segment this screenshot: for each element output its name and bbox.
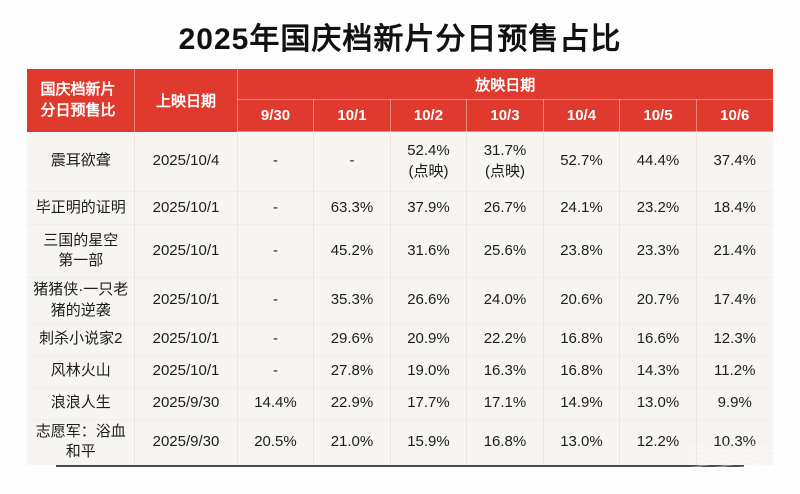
presale-value-cell: 12.3% xyxy=(695,323,773,356)
presale-value-cell: 44.4% xyxy=(618,131,697,192)
presale-value-cell: - xyxy=(236,323,314,356)
film-name-cell: 毕正明的证明 xyxy=(27,191,135,225)
presale-value-cell: 31.7% (点映) xyxy=(465,131,544,192)
table-header: 国庆档新片 分日预售比 上映日期 放映日期 9/30 10/1 10/2 10/3 10… xyxy=(27,69,773,132)
column-header-film: 国庆档新片 分日预售比 xyxy=(27,69,135,132)
presale-value-cell: - xyxy=(236,191,314,225)
presale-value-cell: 24.1% xyxy=(542,191,620,225)
column-header-release-date: 上映日期 xyxy=(133,69,238,132)
presale-value-cell: 27.8% xyxy=(312,355,391,388)
presale-value-cell: 15.9% xyxy=(389,419,467,465)
release-date-cell: 2025/10/4 xyxy=(133,131,238,192)
date-column-header: 10/6 xyxy=(695,99,773,132)
date-column-header: 10/1 xyxy=(312,99,391,132)
presale-value-cell: 13.0% xyxy=(542,419,620,465)
column-header-screening-date: 放映日期 xyxy=(236,69,773,100)
date-header-row: 9/30 10/1 10/2 10/3 10/4 10/5 10/6 xyxy=(27,99,773,132)
table-row: 刺杀小说家2 2025/10/1-29.6% 20.9% 22.2% 16.8% 16.6… xyxy=(27,323,773,356)
release-date-cell: 2025/10/1 xyxy=(133,191,238,225)
film-name-cell: 刺杀小说家2 xyxy=(27,323,135,356)
presale-value-cell: - xyxy=(312,131,391,192)
presale-value-cell: - xyxy=(236,355,314,388)
table-body: 震耳欲聋 2025/10/4- -52.4% (点映) 31.7% (点映) 52.7%… xyxy=(27,131,773,465)
presale-value-cell: 16.6% xyxy=(618,323,697,356)
presale-value-cell: 35.3% xyxy=(312,277,391,324)
presale-value-cell: 16.8% xyxy=(465,419,544,465)
presale-value-cell: 17.1% xyxy=(465,387,544,420)
bottom-divider xyxy=(56,464,744,467)
table-row: 猪猪侠·一只老 猪的逆袭 2025/10/1-35.3% 26.6% 24.0% 20.… xyxy=(27,277,773,324)
presale-value-cell: 26.6% xyxy=(389,277,467,324)
presale-value-cell: 22.9% xyxy=(312,387,391,420)
table-row: 风林火山 2025/10/1-27.8% 19.0% 16.3% 16.8% 14.3% 1… xyxy=(27,355,773,388)
presale-value-cell: 9.9% xyxy=(695,387,773,420)
presale-value-cell: - xyxy=(236,277,314,324)
date-column-header: 9/30 xyxy=(237,99,314,132)
film-name-cell: 震耳欲聋 xyxy=(27,131,135,192)
presale-value-cell: 25.6% xyxy=(465,224,544,278)
presale-value-cell: 23.3% xyxy=(618,224,697,278)
presale-value-cell: 29.6% xyxy=(312,323,391,356)
film-name-cell: 浪浪人生 xyxy=(27,387,135,420)
release-date-cell: 2025/9/30 xyxy=(133,419,238,465)
presale-value-cell: 18.4% xyxy=(695,191,773,225)
table-row: 三国的星空 第一部 2025/10/1-45.2% 31.6% 25.6% 23.8% 2… xyxy=(27,224,773,278)
presale-value-cell: 13.0% xyxy=(618,387,697,420)
date-column-header: 10/2 xyxy=(389,99,467,132)
table-row: 浪浪人生 2025/9/30 14.4% 22.9% 17.7% 17.1% 14.9% 13… xyxy=(27,387,773,420)
release-date-cell: 2025/10/1 xyxy=(133,277,238,324)
header-row-top: 国庆档新片 分日预售比 上映日期 放映日期 xyxy=(27,69,773,132)
presale-value-cell: 31.6% xyxy=(389,224,467,278)
presale-value-cell: 17.4% xyxy=(695,277,773,324)
presale-value-cell: 17.7% xyxy=(389,387,467,420)
presale-value-cell: 20.7% xyxy=(618,277,697,324)
presale-value-cell: 11.2% xyxy=(695,355,773,388)
presale-value-cell: 14.9% xyxy=(542,387,620,420)
presale-value-cell: 45.2% xyxy=(312,224,391,278)
presale-value-cell: 20.9% xyxy=(389,323,467,356)
page-title: 2025年国庆档新片分日预售占比 xyxy=(178,23,622,56)
presale-value-cell: 20.5% xyxy=(236,419,314,465)
presale-value-cell: 24.0% xyxy=(465,277,544,324)
release-date-cell: 2025/10/1 xyxy=(133,323,238,356)
date-column-header: 10/4 xyxy=(542,99,620,132)
date-column-header: 10/3 xyxy=(465,99,544,132)
presale-value-cell: 23.2% xyxy=(618,191,697,225)
presale-value-cell: 63.3% xyxy=(312,191,391,225)
presale-value-cell: 10.3% xyxy=(695,419,773,465)
table-row: 志愿军：浴血 和平 2025/9/30 20.5% 21.0% 15.9% 16.8% 13… xyxy=(27,419,773,465)
presale-value-cell: 12.2% xyxy=(618,419,697,465)
film-name-cell: 三国的星空 第一部 xyxy=(27,224,135,278)
presale-value-cell: 14.4% xyxy=(236,387,314,420)
presale-value-cell: 37.4% xyxy=(695,131,773,192)
presale-value-cell: 21.0% xyxy=(312,419,391,465)
presale-value-cell: 16.3% xyxy=(465,355,544,388)
film-name-cell: 志愿军：浴血 和平 xyxy=(27,419,135,465)
release-date-cell: 2025/10/1 xyxy=(133,355,238,388)
presale-value-cell: 52.4% (点映) xyxy=(389,131,467,192)
table-row: 毕正明的证明 2025/10/1-63.3% 37.9% 26.7% 24.1% 23.2… xyxy=(27,191,773,225)
presale-value-cell: 16.8% xyxy=(542,323,620,356)
film-name-cell: 猪猪侠·一只老 猪的逆袭 xyxy=(27,277,135,324)
presale-value-cell: - xyxy=(236,224,314,278)
presale-table: 国庆档新片 分日预售比 上映日期 放映日期 9/30 10/1 10/2 10/3 10… xyxy=(27,69,773,465)
presale-infographic: 2025年国庆档新片分日预售占比 国庆档新片 分日预售比 上映日期 放映日期 9… xyxy=(0,14,800,470)
presale-value-cell: - xyxy=(236,131,314,192)
release-date-cell: 2025/10/1 xyxy=(133,224,238,278)
date-column-header: 10/5 xyxy=(618,99,697,132)
release-date-cell: 2025/9/30 xyxy=(133,387,238,420)
presale-value-cell: 16.8% xyxy=(542,355,620,388)
film-name-cell: 风林火山 xyxy=(27,355,135,388)
presale-value-cell: 22.2% xyxy=(465,323,544,356)
presale-value-cell: 26.7% xyxy=(465,191,544,225)
presale-value-cell: 23.8% xyxy=(542,224,620,278)
presale-value-cell: 20.6% xyxy=(542,277,620,324)
presale-value-cell: 21.4% xyxy=(695,224,773,278)
presale-value-cell: 19.0% xyxy=(389,355,467,388)
table-row: 震耳欲聋 2025/10/4- -52.4% (点映) 31.7% (点映) 52.7%… xyxy=(27,131,773,192)
presale-value-cell: 52.7% xyxy=(542,131,620,192)
presale-value-cell: 14.3% xyxy=(618,355,697,388)
presale-value-cell: 37.9% xyxy=(389,191,467,225)
